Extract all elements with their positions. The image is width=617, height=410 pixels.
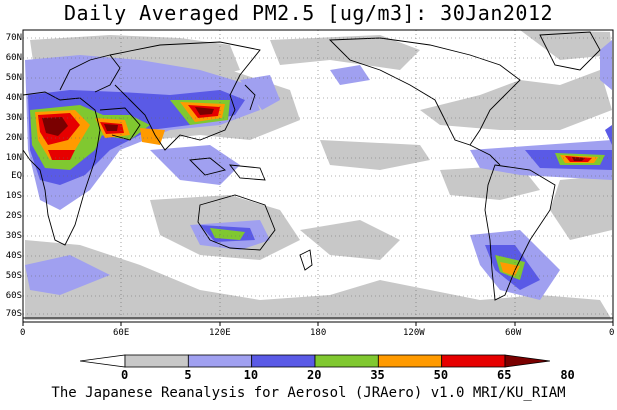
axis-ticks	[22, 322, 614, 326]
lat-label-30s: 30S	[5, 231, 22, 241]
lon-label-60e: 60E	[113, 328, 130, 338]
lat-label-10s: 10S	[5, 191, 22, 201]
lon-label-180: 180	[310, 328, 327, 338]
lon-label-60w: 60W	[505, 328, 522, 338]
lon-label-120e: 120E	[209, 328, 231, 338]
lat-label-40n: 40N	[5, 93, 22, 103]
colorbar-tick-label: 0	[121, 368, 129, 382]
lat-label-30n: 30N	[5, 113, 22, 123]
colorbar-tick-label: 5	[184, 368, 192, 382]
lat-label-50n: 50N	[5, 73, 22, 83]
colorbar-tick-label: 65	[497, 368, 512, 382]
colorbar-cell	[187, 354, 253, 368]
colorbar-cell	[124, 354, 189, 368]
colorbar-cell	[377, 354, 443, 368]
lat-label-20n: 20N	[5, 133, 22, 143]
colorbar-tick-label: 20	[307, 368, 322, 382]
lon-label-120w: 120W	[403, 328, 425, 338]
map-title: Daily Averaged PM2.5 [ug/m3]: 30Jan2012	[63, 1, 554, 25]
colorbar-tick-label: 35	[370, 368, 385, 382]
colorbar-cell	[314, 354, 379, 368]
lat-label-60s: 60S	[5, 291, 22, 301]
colorbar-arrow-low	[80, 354, 126, 368]
lat-label-70s: 70S	[5, 309, 22, 319]
colorbar-cell	[441, 354, 506, 368]
lat-label-20s: 20S	[5, 211, 22, 221]
pm25-map	[22, 29, 614, 326]
lat-label-50s: 50S	[5, 271, 22, 281]
lat-label-60n: 60N	[5, 53, 22, 63]
lon-label-0-east: 0	[609, 328, 615, 338]
footer-credit: The Japanese Reanalysis for Aerosol (JRA…	[51, 385, 566, 401]
colorbar-tick-label: 80	[560, 368, 575, 382]
lat-label-70n: 70N	[5, 33, 22, 43]
colorbar-cell	[251, 354, 316, 368]
lat-label-40s: 40S	[5, 251, 22, 261]
colorbar-arrow-high	[504, 354, 550, 368]
lon-label-0-west: 0	[20, 328, 26, 338]
lat-label-eq: EQ	[11, 171, 22, 181]
map-panel: 70N 60N 50N 40N 30N 20N 10N EQ 10S 20S 3…	[5, 29, 615, 338]
colorbar	[80, 354, 550, 368]
colorbar-tick-label: 10	[243, 368, 259, 382]
lat-label-10n: 10N	[5, 153, 22, 163]
gridlines	[23, 30, 613, 322]
colorbar-tick-label: 50	[433, 368, 449, 382]
pm25-field-above-80	[42, 107, 585, 161]
